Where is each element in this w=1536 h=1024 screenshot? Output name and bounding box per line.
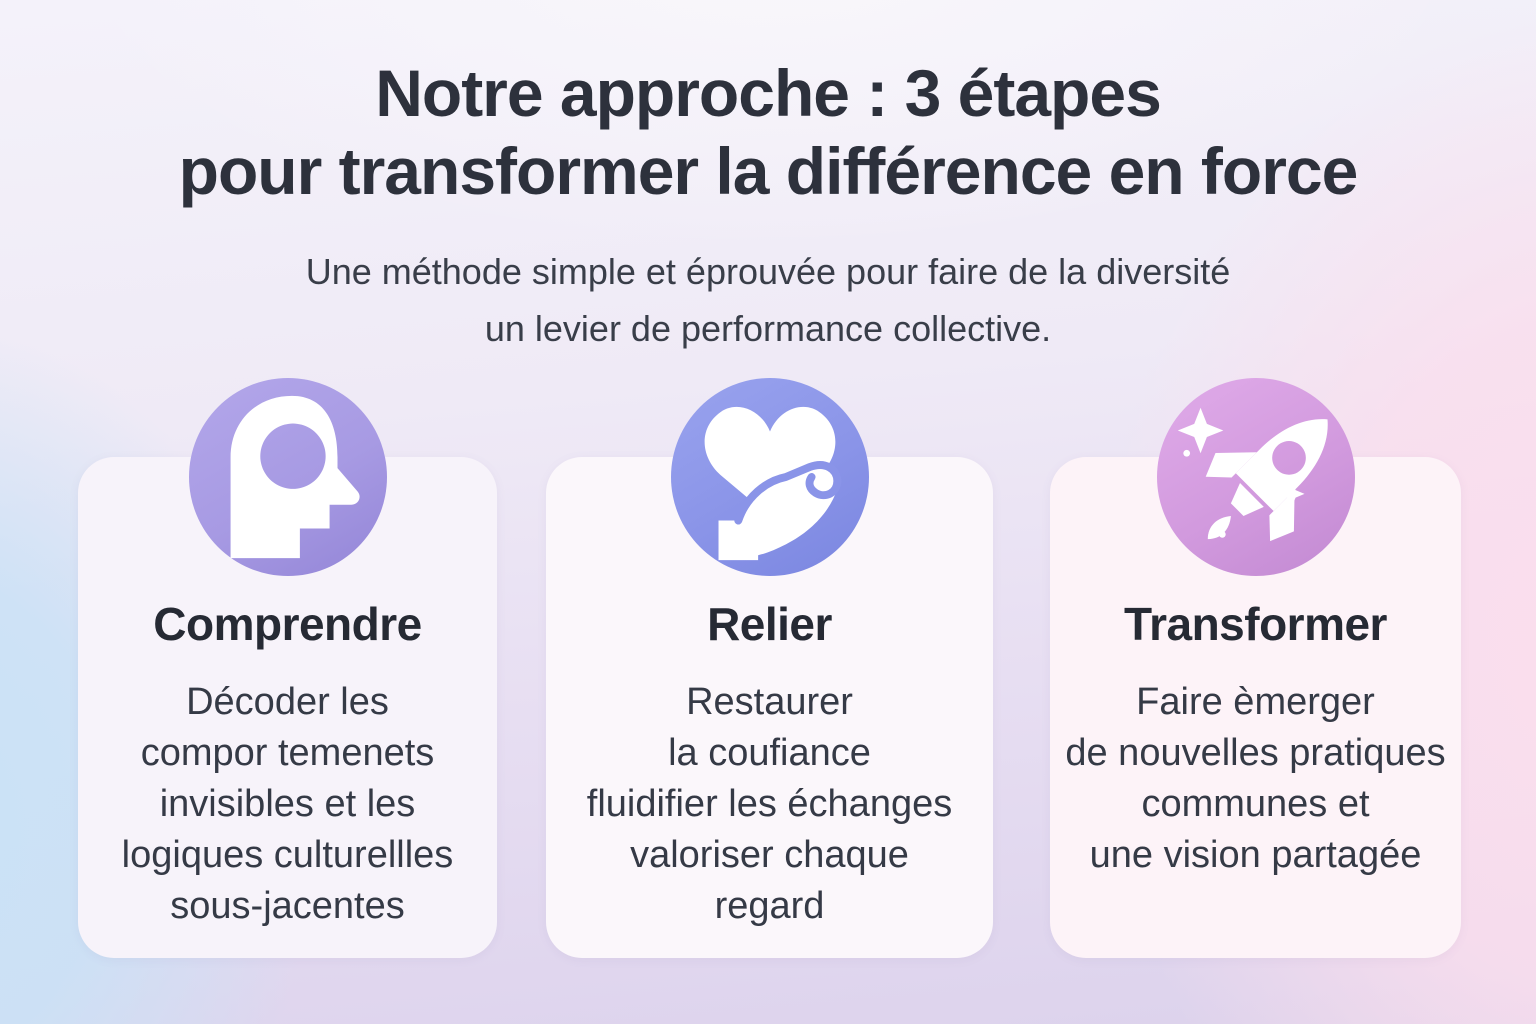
card-description: Restaurer la coufiance fluidifier les éc… <box>546 677 993 932</box>
description-line: compor temenets <box>140 732 435 774</box>
card-title: Transformer <box>1124 598 1387 650</box>
description-line: fluidifier les échanges <box>586 783 953 825</box>
head-profile-icon <box>188 378 387 576</box>
subtitle-line: un levier de performance collective. <box>484 308 1052 349</box>
description-line: une vision partagée <box>1089 834 1422 876</box>
step-card-transformer: Transformer Faire èmerger de nouvelles p… <box>1050 378 1461 958</box>
subtitle-line: Une méthode simple et éprouvée pour fair… <box>305 251 1231 292</box>
card-description: Faire èmerger de nouvelles pratiques com… <box>1050 677 1461 881</box>
description-line: Faire èmerger <box>1136 681 1375 723</box>
step-card-comprendre: Comprendre Décoder les compor temenets i… <box>78 378 497 958</box>
main-title-line: Notre approche : 3 étapes <box>375 56 1162 130</box>
description-line: communes et <box>1141 783 1370 825</box>
heart-in-hand-icon <box>670 378 869 576</box>
rocket-icon <box>1156 378 1355 576</box>
subtitle: Une méthode simple et éprouvée pour fair… <box>0 243 1536 357</box>
description-line: invisibles et les <box>159 783 416 825</box>
description-line: valoriser chaque <box>630 834 909 876</box>
description-line: de nouvelles pratiques <box>1065 732 1446 774</box>
step-card-relier: Relier Restaurer la coufiance fluidifier… <box>546 378 993 958</box>
card-title: Comprendre <box>153 598 422 650</box>
main-title-line: pour transformer la différence en force <box>178 134 1359 208</box>
card-title: Relier <box>707 598 832 650</box>
description-line: Décoder les <box>186 681 389 723</box>
description-line: Restaurer <box>686 681 853 723</box>
description-line: regard <box>714 885 825 927</box>
description-line: sous-jacentes <box>170 885 405 927</box>
description-line: la coufiance <box>668 732 871 774</box>
card-description: Décoder les compor temenets invisibles e… <box>78 677 497 932</box>
main-title: Notre approche : 3 étapes pour transform… <box>0 54 1536 210</box>
description-line: logiques culturellles <box>121 834 454 876</box>
